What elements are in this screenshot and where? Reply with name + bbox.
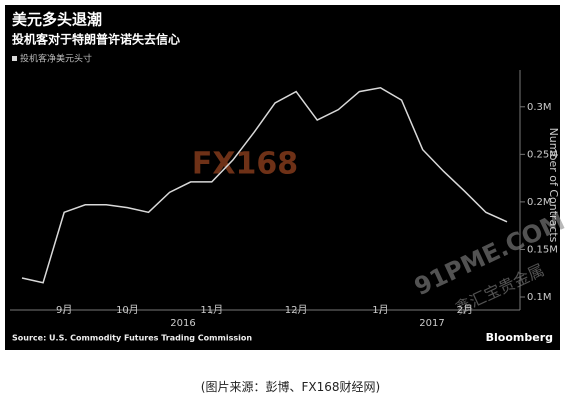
brand: Bloomberg (486, 331, 553, 344)
caption: (图片来源：彭博、FX168财经网) (200, 380, 381, 394)
y-tick-label: 0.3M (527, 102, 552, 113)
chart-title: 美元多头退潮 (12, 11, 102, 29)
y-axis-label: Number of Contracts (547, 128, 560, 243)
y-tick-label: 0.15M (527, 244, 558, 255)
y-tick-label: 0.25M (527, 149, 558, 160)
chart-subtitle: 投机客对于特朗普许诺失去信心 (12, 32, 180, 47)
x-tick-label: 12月 (285, 304, 308, 316)
watermark: FX168 (192, 147, 298, 182)
x-tick-label: 10月 (116, 304, 139, 316)
data-line (21, 86, 508, 284)
y-tick-label: 0.2M (527, 197, 552, 208)
chart-background (5, 5, 560, 350)
x-tick-label: 11月 (200, 304, 223, 316)
legend-label: 投机客净美元头寸 (20, 53, 92, 65)
legend-swatch (12, 56, 17, 61)
year-label: 2017 (419, 318, 444, 329)
chart: 美元多头退潮 投机客对于特朗普许诺失去信心 投机客净美元头寸 FX168 91P… (5, 5, 569, 350)
year-label: 2016 (170, 318, 195, 329)
x-tick-label: 2月 (457, 304, 473, 316)
x-tick-label: 1月 (372, 304, 388, 316)
y-tick-label: 0.1M (527, 292, 552, 303)
x-tick-label: 9月 (56, 304, 72, 316)
source: Source: U.S. Commodity Futures Trading C… (12, 334, 252, 343)
